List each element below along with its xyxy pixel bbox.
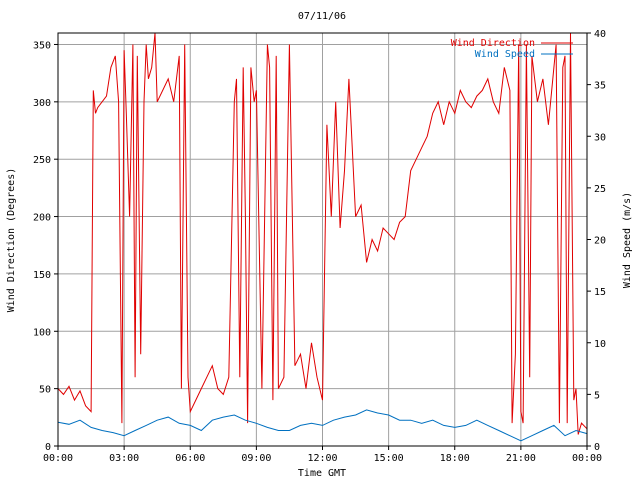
x-tick-label: 21:00 [506,453,536,464]
wind-speed-line [57,409,588,442]
y2-tick-label: 30 [594,132,606,143]
series-layer [57,32,588,442]
x-axis-label: Time GMT [298,468,346,479]
y-tick-label: 100 [33,327,51,338]
y2-tick-label: 35 [594,81,606,92]
y2-tick-label: 40 [594,29,606,40]
y-tick-label: 250 [33,155,51,166]
y-tick-label: 350 [33,40,51,51]
wind-direction-line [57,32,588,435]
x-tick-label: 09:00 [241,453,271,464]
x-tick-label: 03:00 [109,453,139,464]
x-tick-label: 00:00 [572,453,602,464]
grid-layer [58,33,587,446]
y-axis-label: Wind Direction (Degrees) [6,168,17,313]
y-tick-label: 0 [45,442,51,453]
x-tick-label: 18:00 [440,453,470,464]
x-tick-label: 12:00 [307,453,337,464]
y-tick-label: 200 [33,213,51,224]
x-tick-label: 15:00 [374,453,404,464]
y2-tick-label: 5 [594,390,600,401]
y-tick-label: 300 [33,98,51,109]
y-tick-label: 150 [33,270,51,281]
y2-tick-label: 15 [594,287,606,298]
y2-tick-label: 10 [594,339,606,350]
y-tick-label: 50 [39,385,51,396]
tick-layer: 00:00 03:00 06:00 09:00 12:00 15:00 18:00 21:00… [33,29,606,464]
legend-label: Wind Direction [451,38,535,49]
y2-tick-label: 0 [594,442,600,453]
legend-label: Wind Speed [475,49,535,60]
y2-tick-label: 25 [594,184,606,195]
x-tick-label: 00:00 [43,453,73,464]
chart-title: 07/11/06 [298,11,346,22]
y2-tick-label: 20 [594,236,606,247]
y2-axis-label: Wind Speed (m/s) [622,192,633,288]
x-tick-label: 06:00 [175,453,205,464]
